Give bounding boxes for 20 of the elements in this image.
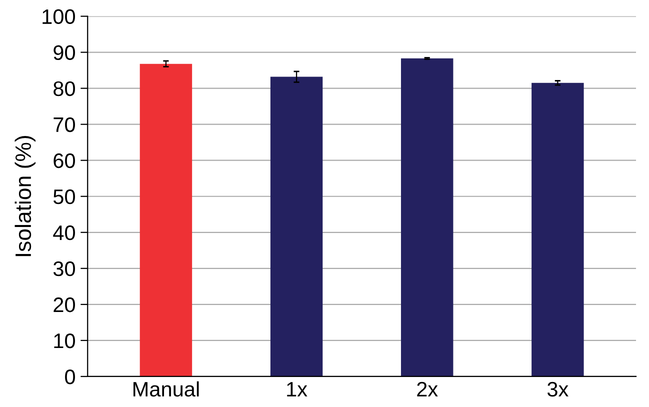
y-tick-label: 0 [65, 369, 75, 384]
y-tick-label: 20 [54, 297, 75, 312]
x-tick-label: 2x [417, 382, 438, 396]
y-tick-label: 90 [54, 45, 75, 60]
y-tick-label: 80 [54, 81, 75, 96]
y-tick-label: 70 [54, 117, 75, 132]
bar [400, 58, 454, 376]
y-axis-title: Isolation (%) [14, 136, 36, 256]
y-tick-label: 60 [54, 153, 75, 168]
x-tick-label: 3x [547, 382, 568, 397]
x-tick-label: Manual [134, 381, 199, 397]
bar [532, 82, 584, 376]
y-tick-label: 10 [54, 333, 75, 348]
x-tick-label: 1x [287, 382, 308, 396]
y-tick-label: 100 [42, 9, 75, 24]
y-tick-label: 50 [53, 189, 75, 204]
y-tick-label: 40 [53, 225, 75, 240]
bar [270, 76, 323, 376]
bar [140, 64, 192, 376]
y-tick-label: 30 [53, 261, 75, 276]
